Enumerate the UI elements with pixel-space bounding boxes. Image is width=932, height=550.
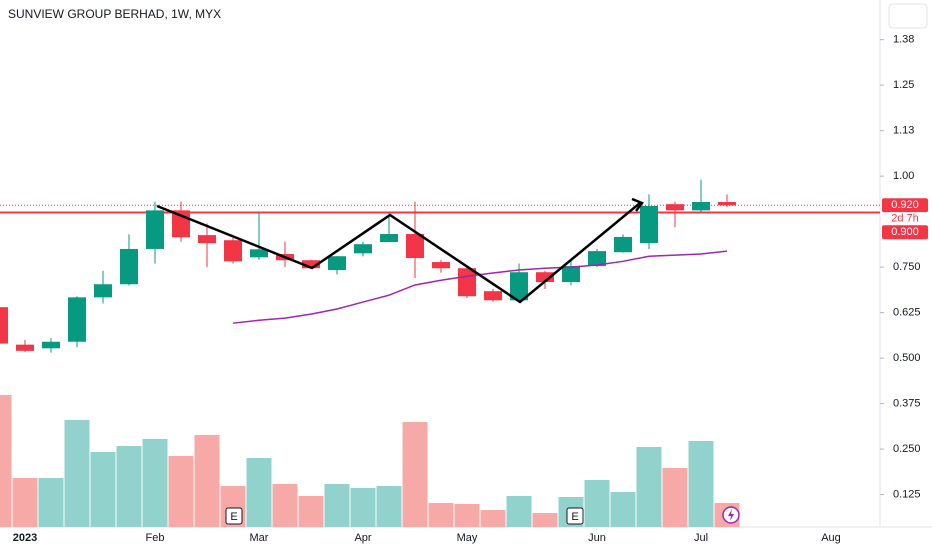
- settings-button[interactable]: [888, 3, 928, 29]
- y-tick-label: 1.00: [893, 170, 914, 182]
- y-tick-label: 1.13: [893, 125, 914, 137]
- last-price-box: [882, 198, 928, 213]
- candle-body: [432, 262, 450, 269]
- candle-body: [666, 204, 684, 211]
- y-tick-label: 0.625: [893, 307, 921, 319]
- x-tick-label: 2023: [13, 532, 37, 544]
- volume-bar: [298, 496, 324, 527]
- volume-bar: [194, 435, 220, 527]
- volume-bar: [688, 441, 714, 527]
- candle-body: [692, 201, 710, 211]
- volume-bar: [324, 484, 350, 527]
- earnings-icon[interactable]: [566, 507, 584, 525]
- candle-body: [718, 201, 736, 206]
- x-tick-label: Apr: [354, 532, 371, 544]
- volume-bar: [506, 496, 532, 527]
- earnings-label: E: [230, 511, 237, 523]
- candle-body: [224, 240, 242, 262]
- volume-bar: [38, 478, 64, 527]
- candle-body: [0, 307, 8, 344]
- y-tick-label: 0.125: [893, 489, 921, 501]
- candle-body: [16, 344, 34, 351]
- arrow-head: [631, 197, 644, 212]
- volume-bar: [376, 486, 402, 527]
- hline-box: [882, 225, 928, 240]
- candle-body: [406, 234, 424, 259]
- candle-body: [302, 260, 320, 269]
- volume-bar: [142, 439, 168, 527]
- hline-label: 0.900: [891, 226, 919, 238]
- candle-body: [146, 210, 164, 249]
- volume-bar: [0, 395, 12, 527]
- y-tick-label: 1.25: [893, 79, 914, 91]
- candle-body: [562, 266, 580, 283]
- candle-body: [120, 248, 138, 285]
- y-tick-label: 0.250: [893, 443, 921, 455]
- candle-body: [354, 244, 372, 254]
- candle-body: [380, 234, 398, 243]
- candle-body: [640, 205, 658, 244]
- volume-bar: [454, 504, 480, 527]
- y-tick-label: 1.38: [893, 34, 914, 46]
- dividend-icon-bolt: [728, 509, 734, 521]
- volume-bar: [584, 480, 610, 527]
- candle-body: [250, 249, 268, 258]
- plot: [0, 179, 880, 527]
- x-tick-label: Jul: [694, 532, 708, 544]
- x-tick-label: Aug: [821, 532, 841, 544]
- y-tick-label: 0.500: [893, 352, 921, 364]
- candle-body: [42, 341, 60, 349]
- countdown-label: 2d 7h: [891, 213, 919, 225]
- volume-bar: [636, 447, 662, 527]
- candle-body: [458, 268, 476, 297]
- volume-bar: [12, 478, 38, 527]
- x-tick-label: May: [457, 532, 478, 544]
- volume-bar: [272, 484, 298, 527]
- y-tick-label: 0.750: [893, 261, 921, 273]
- volume-bar: [90, 452, 116, 527]
- volume-bar: [428, 503, 454, 527]
- earnings-label: E: [571, 511, 578, 523]
- candle-body: [588, 251, 606, 267]
- candle-body: [198, 235, 216, 244]
- candle-body: [510, 272, 528, 301]
- y-tick-label: 0.375: [893, 398, 921, 410]
- candle-body: [328, 256, 346, 271]
- last-price-label: 0.920: [891, 199, 919, 211]
- volume-bar: [168, 456, 194, 527]
- chart-title: SUNVIEW GROUP BERHAD, 1W, MYX: [8, 7, 221, 21]
- pattern-drawing: [156, 202, 641, 304]
- volume-bar: [402, 422, 428, 527]
- candle-body: [614, 236, 632, 253]
- volume-bar: [246, 458, 272, 527]
- volume-bar: [662, 468, 688, 527]
- x-tick-label: Feb: [146, 532, 165, 544]
- earnings-icon[interactable]: [225, 507, 243, 525]
- candle-body: [68, 297, 86, 342]
- countdown-box: [882, 212, 928, 226]
- x-tick-label: Mar: [250, 532, 269, 544]
- volume-bar: [610, 492, 636, 527]
- x-tick-label: Jun: [588, 532, 606, 544]
- candle-body: [94, 284, 112, 298]
- candle-body: [536, 272, 554, 283]
- volume-bar: [480, 510, 506, 527]
- volume-bar: [350, 488, 376, 527]
- volume-bar: [532, 513, 558, 527]
- volume-bar: [64, 420, 90, 527]
- volume-bar: [116, 446, 142, 527]
- candle-body: [484, 291, 502, 301]
